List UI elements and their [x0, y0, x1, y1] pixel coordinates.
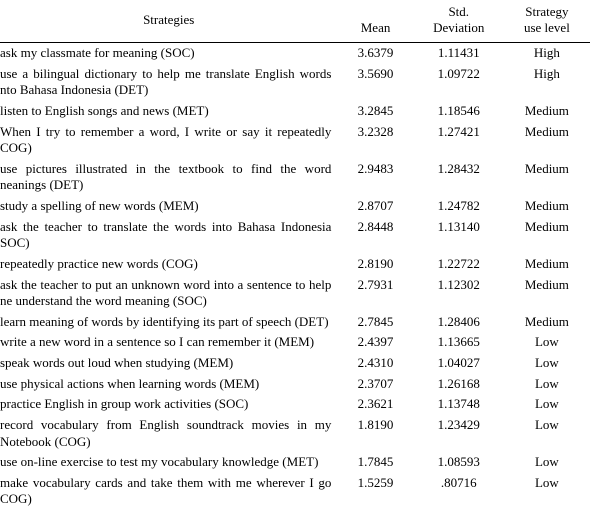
table-row: learn meaning of words by identifying it…: [0, 312, 590, 333]
cell-level: Medium: [504, 122, 590, 159]
table-row: When I try to remember a word, I write o…: [0, 122, 590, 159]
cell-level: High: [504, 43, 590, 64]
cell-level: Medium: [504, 159, 590, 196]
cell-level: Medium: [504, 254, 590, 275]
cell-strategy: speak words out loud when studying (MEM): [0, 353, 337, 374]
table-row: use physical actions when learning words…: [0, 374, 590, 395]
cell-level: Low: [504, 374, 590, 395]
col-header-strategies: Strategies: [0, 0, 337, 43]
cell-strategy: use a bilingual dictionary to help me tr…: [0, 64, 337, 101]
cell-mean: 2.8448: [337, 217, 413, 254]
table-row: ask the teacher to put an unknown word i…: [0, 275, 590, 312]
cell-std: 1.13748: [414, 394, 504, 415]
cell-level: Low: [504, 394, 590, 415]
table-row: ask the teacher to translate the words i…: [0, 217, 590, 254]
cell-std: 1.26168: [414, 374, 504, 395]
cell-strategy: When I try to remember a word, I write o…: [0, 122, 337, 159]
cell-std: 1.28432: [414, 159, 504, 196]
table-header-row: Strategies Mean Std. Deviation Strategy …: [0, 0, 590, 43]
cell-std: 1.13665: [414, 332, 504, 353]
cell-strategy: ask my classmate for meaning (SOC): [0, 43, 337, 64]
cell-strategy: learn meaning of words by identifying it…: [0, 312, 337, 333]
cell-strategy: repeatedly practice new words (COG): [0, 254, 337, 275]
cell-std: 1.22722: [414, 254, 504, 275]
cell-strategy: ask the teacher to translate the words i…: [0, 217, 337, 254]
cell-mean: 3.6379: [337, 43, 413, 64]
cell-std: 1.04027: [414, 353, 504, 374]
table-row: use on-line exercise to test my vocabula…: [0, 452, 590, 473]
cell-std: 1.12302: [414, 275, 504, 312]
cell-level: High: [504, 64, 590, 101]
cell-level: Low: [504, 452, 590, 473]
cell-strategy: study a spelling of new words (MEM): [0, 196, 337, 217]
cell-mean: 2.4310: [337, 353, 413, 374]
cell-std: 1.28406: [414, 312, 504, 333]
cell-level: Low: [504, 473, 590, 510]
cell-strategy: listen to English songs and news (MET): [0, 101, 337, 122]
cell-mean: 1.8190: [337, 415, 413, 452]
table-row: ask my classmate for meaning (SOC)3.6379…: [0, 43, 590, 64]
strategies-table: Strategies Mean Std. Deviation Strategy …: [0, 0, 590, 510]
table-row: record vocabulary from English soundtrac…: [0, 415, 590, 452]
cell-strategy: use pictures illustrated in the textbook…: [0, 159, 337, 196]
cell-mean: 2.3621: [337, 394, 413, 415]
cell-level: Low: [504, 332, 590, 353]
col-header-mean: Mean: [337, 0, 413, 43]
cell-strategy: record vocabulary from English soundtrac…: [0, 415, 337, 452]
cell-level: Medium: [504, 312, 590, 333]
col-header-std: Std. Deviation: [414, 0, 504, 43]
cell-mean: 2.9483: [337, 159, 413, 196]
cell-level: Medium: [504, 196, 590, 217]
cell-strategy: ask the teacher to put an unknown word i…: [0, 275, 337, 312]
table-row: use a bilingual dictionary to help me tr…: [0, 64, 590, 101]
cell-std: 1.08593: [414, 452, 504, 473]
cell-mean: 2.3707: [337, 374, 413, 395]
cell-mean: 3.5690: [337, 64, 413, 101]
cell-mean: 2.7931: [337, 275, 413, 312]
cell-strategy: use on-line exercise to test my vocabula…: [0, 452, 337, 473]
header-mean-text: Mean: [361, 20, 391, 35]
cell-mean: 2.7845: [337, 312, 413, 333]
table-row: write a new word in a sentence so I can …: [0, 332, 590, 353]
table-row: use pictures illustrated in the textbook…: [0, 159, 590, 196]
cell-level: Medium: [504, 275, 590, 312]
table-row: repeatedly practice new words (COG)2.819…: [0, 254, 590, 275]
col-header-level: Strategy use level: [504, 0, 590, 43]
table-row: practice English in group work activitie…: [0, 394, 590, 415]
table-row: study a spelling of new words (MEM)2.870…: [0, 196, 590, 217]
cell-strategy: practice English in group work activitie…: [0, 394, 337, 415]
cell-mean: 1.5259: [337, 473, 413, 510]
table-body: ask my classmate for meaning (SOC)3.6379…: [0, 43, 590, 511]
cell-mean: 2.8190: [337, 254, 413, 275]
cell-mean: 2.8707: [337, 196, 413, 217]
header-strategies-text: Strategies: [143, 12, 194, 27]
cell-level: Low: [504, 415, 590, 452]
header-std-line2: Deviation: [433, 20, 484, 35]
cell-strategy: make vocabulary cards and take them with…: [0, 473, 337, 510]
cell-std: 1.13140: [414, 217, 504, 254]
header-level-line1: Strategy: [525, 4, 568, 19]
cell-level: Low: [504, 353, 590, 374]
cell-mean: 3.2845: [337, 101, 413, 122]
cell-level: Medium: [504, 101, 590, 122]
cell-mean: 2.4397: [337, 332, 413, 353]
cell-std: 1.18546: [414, 101, 504, 122]
cell-std: .80716: [414, 473, 504, 510]
cell-std: 1.11431: [414, 43, 504, 64]
cell-mean: 1.7845: [337, 452, 413, 473]
cell-strategy: write a new word in a sentence so I can …: [0, 332, 337, 353]
cell-std: 1.27421: [414, 122, 504, 159]
cell-strategy: use physical actions when learning words…: [0, 374, 337, 395]
cell-std: 1.23429: [414, 415, 504, 452]
header-std-line1: Std.: [448, 4, 469, 19]
table-row: listen to English songs and news (MET)3.…: [0, 101, 590, 122]
header-level-line2: use level: [524, 20, 570, 35]
cell-std: 1.09722: [414, 64, 504, 101]
cell-level: Medium: [504, 217, 590, 254]
table-row: make vocabulary cards and take them with…: [0, 473, 590, 510]
cell-std: 1.24782: [414, 196, 504, 217]
cell-mean: 3.2328: [337, 122, 413, 159]
table-row: speak words out loud when studying (MEM)…: [0, 353, 590, 374]
